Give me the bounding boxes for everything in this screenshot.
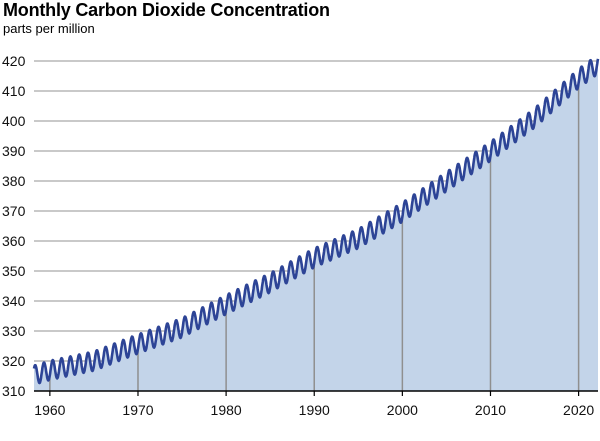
x-tick-label: 1990: [299, 402, 330, 418]
x-tick-label: 1960: [34, 402, 65, 418]
y-tick-label: 320: [2, 353, 26, 369]
x-tick-label: 1980: [211, 402, 242, 418]
concentration-area: [34, 58, 598, 392]
year-marker-layer: [49, 83, 580, 391]
y-tick-label: 330: [2, 323, 26, 339]
y-tick-label: 370: [2, 203, 26, 219]
y-tick-label: 380: [2, 173, 26, 189]
y-tick-label: 400: [2, 113, 26, 129]
x-tick-label: 2020: [563, 402, 594, 418]
x-tick-label: 2000: [387, 402, 418, 418]
axis-layer: 310 320 330 340 350 360 370 380 390 400 410 420 1960…: [2, 53, 598, 418]
concentration-line: [32, 58, 600, 385]
y-tick-label: 360: [2, 233, 26, 249]
y-tick-label: 310: [2, 383, 26, 399]
y-tick-label: 410: [2, 83, 26, 99]
chart-subtitle: parts per million: [3, 21, 95, 36]
x-tick-label: 2010: [475, 402, 506, 418]
chart-title: Monthly Carbon Dioxide Concentration: [3, 0, 330, 20]
y-tick-label: 420: [2, 53, 26, 69]
y-tick-label: 350: [2, 263, 26, 279]
x-tick-label: 1970: [122, 402, 153, 418]
y-tick-label: 340: [2, 293, 26, 309]
y-tick-label: 390: [2, 143, 26, 159]
